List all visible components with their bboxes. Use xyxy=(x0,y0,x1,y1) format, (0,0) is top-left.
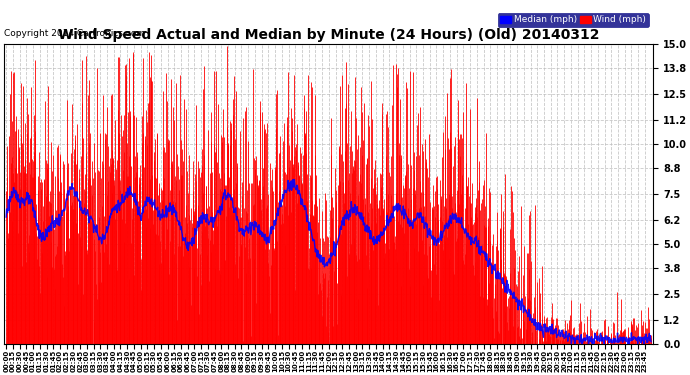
Text: Copyright 2014 Cartronics.com: Copyright 2014 Cartronics.com xyxy=(4,29,145,38)
Legend: Median (mph), Wind (mph): Median (mph), Wind (mph) xyxy=(497,13,649,27)
Title: Wind Speed Actual and Median by Minute (24 Hours) (Old) 20140312: Wind Speed Actual and Median by Minute (… xyxy=(58,28,600,42)
